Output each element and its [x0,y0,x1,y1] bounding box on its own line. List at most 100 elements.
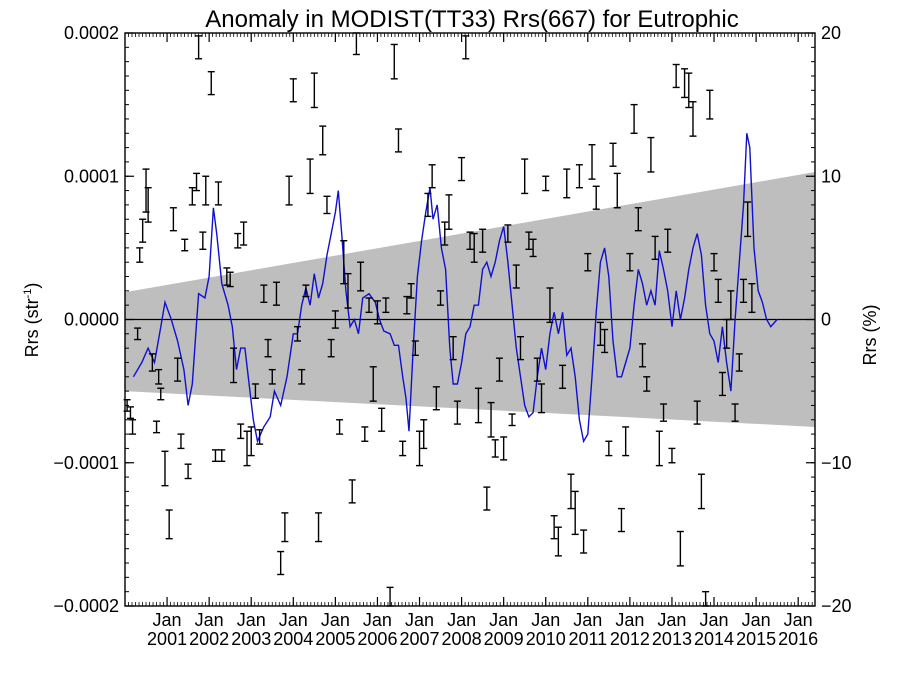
error-bar-point [508,413,516,427]
error-bar-point [437,290,445,306]
error-bar-point [247,426,255,457]
x-tick-month-label: Jan [657,610,686,630]
error-bar-point [155,368,163,385]
error-bar-point [491,439,499,458]
error-bar-point [157,387,165,401]
error-bar-point [420,419,428,450]
error-bar-point [504,224,512,243]
x-tick-month-label: Jan [447,610,476,630]
error-bar-point [207,70,215,96]
left-tick-label: −0.0002 [53,596,119,616]
error-bar-point [169,207,177,232]
error-bar-point [647,136,655,173]
error-bar-point [336,419,344,435]
error-bar-point [542,175,550,192]
right-tick-label: 20 [821,23,841,43]
error-bar-point [390,43,398,80]
error-bar-point [323,195,331,215]
error-bar-point [424,192,432,218]
error-bar-point [268,368,276,385]
error-bar-point [243,430,251,467]
error-bar-point [706,89,714,120]
error-bar-point [403,295,411,315]
error-bar-point [639,343,646,368]
x-tick-year-label: 2011 [568,629,607,649]
x-tick-year-label: 2001 [147,629,187,649]
error-bar-point [344,272,352,309]
error-bar-point [580,529,588,554]
x-tick-year-label: 2008 [442,629,482,649]
error-bar-point [449,335,457,361]
error-bar-point [260,284,268,304]
error-bar-point [634,207,642,232]
error-bar-point [251,383,259,399]
x-tick-month-label: Jan [405,610,434,630]
error-bar-point [567,473,575,510]
error-bar-point [714,278,722,304]
error-bar-point [211,449,219,463]
error-bar-point [651,235,659,261]
error-bar-point [744,201,752,238]
error-bar-point [727,290,735,321]
error-bar-point [153,420,161,434]
error-bar-point [559,364,567,389]
error-bar-point [672,63,680,89]
error-bar-point [272,281,280,306]
error-bar-point [294,325,301,342]
x-tick-year-label: 2010 [526,629,566,649]
error-bar-point [495,357,503,382]
x-tick-year-label: 2012 [610,629,650,649]
chart-title: Anomaly in MODIST(TT33) Rrs(667) for Eut… [205,6,738,33]
error-bar-point [441,221,449,246]
x-tick-year-label: 2016 [778,629,818,649]
error-bar-point [445,194,453,230]
error-bar-point [718,371,726,397]
right-tick-label: 10 [821,166,841,186]
plot-area [123,32,815,607]
error-bar-point [357,261,365,292]
error-bar-point [394,128,402,153]
error-bar-point [474,387,482,424]
error-bar-point [626,252,634,272]
error-bar-point [165,509,173,540]
smoothed-anomaly-line [132,133,778,444]
x-tick-month-label: Jan [237,610,266,630]
right-tick-label: 0 [821,310,831,330]
error-bar-point [428,164,436,189]
y-axis-label-right: Rrs (%) [860,305,880,366]
error-bar-point [660,403,668,422]
error-bar-point [458,156,466,182]
error-bar-point [281,512,289,543]
error-bar-point [161,450,169,487]
x-tick-month-label: Jan [531,610,560,630]
x-tick-year-label: 2002 [189,629,229,649]
error-bar-point [697,473,705,510]
error-bar-point [177,433,185,450]
error-bar-point [230,347,238,384]
error-bar-point [453,400,461,425]
error-bar-point [195,35,203,60]
error-bar-point [348,479,356,504]
error-bar-point [378,407,386,432]
error-bar-point [310,72,318,109]
error-bar-point [739,278,747,304]
x-tick-month-label: Jan [489,610,518,630]
error-bar-point [277,550,285,576]
error-bar-point [483,486,491,511]
error-bar-point [382,297,390,314]
error-bar-point [487,401,495,438]
error-bar-point [731,403,739,422]
x-tick-year-label: 2007 [399,629,439,649]
error-bar-point [571,490,579,536]
error-bar-point [234,232,242,249]
error-bar-point [315,512,323,543]
error-bar-point [240,221,248,246]
error-bar-point [676,530,684,567]
error-bar-point [199,231,207,251]
error-bar-point [538,383,546,414]
error-bar-point [340,240,348,285]
error-bar-point [407,282,415,299]
axis-ticks: 0.00020.00010.0000−0.0001−0.000220100−10… [53,23,851,649]
error-bar-point [588,144,596,180]
error-bar-point [592,185,600,210]
